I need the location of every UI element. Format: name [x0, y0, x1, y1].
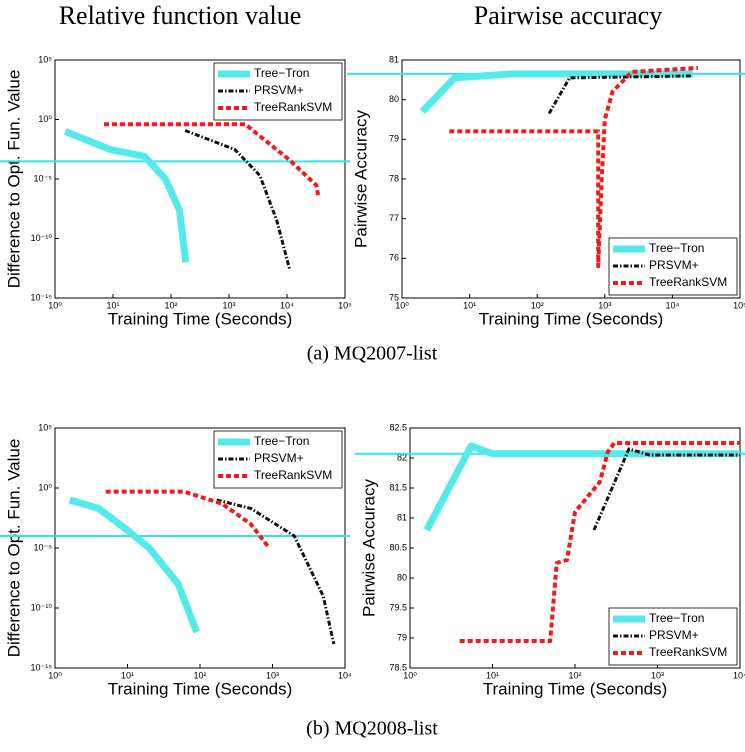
x-tick-label: 10⁰ — [48, 300, 62, 310]
legend-label: PRSVM+ — [254, 451, 304, 465]
x-tick-label: 10⁴ — [338, 670, 352, 680]
y-tick-label: 76 — [389, 253, 399, 263]
y-tick-label: 75 — [389, 292, 399, 302]
x-axis-label: Training Time (Seconds) — [108, 309, 293, 328]
series-line — [68, 496, 200, 634]
x-tick-label: 10⁴ — [733, 670, 745, 680]
legend-label: PRSVM+ — [649, 258, 699, 272]
series-line — [216, 498, 336, 645]
legend-label: Tree−Tron — [649, 611, 704, 625]
series-line — [547, 74, 693, 115]
y-axis-label: Pairwise Accuracy — [359, 479, 378, 617]
legend-label: PRSVM+ — [649, 628, 699, 642]
series-line — [184, 129, 291, 269]
x-tick-label: 10¹ — [486, 670, 499, 680]
y-tick-label: 77 — [389, 213, 399, 223]
x-tick-label: 10⁵ — [733, 300, 745, 310]
y-tick-label: 10⁻¹⁵ — [31, 292, 53, 302]
column-title: Relative function value — [59, 1, 302, 30]
x-tick-label: 10² — [531, 300, 544, 310]
legend-label: Tree−Tron — [254, 434, 309, 448]
y-tick-label: 79 — [397, 632, 407, 642]
x-tick-label: 10³ — [651, 670, 664, 680]
x-tick-label: 10¹ — [463, 300, 476, 310]
column-title: Pairwise accuracy — [474, 1, 662, 30]
y-axis-label: Pairwise Accuracy — [351, 110, 370, 248]
y-axis-label: Difference to Opt. Fun. Value — [4, 70, 23, 289]
x-tick-label: 10² — [164, 300, 177, 310]
y-tick-label: 10⁻¹⁵ — [31, 662, 53, 672]
y-tick-label: 80 — [397, 572, 407, 582]
x-tick-label: 10³ — [598, 300, 611, 310]
x-tick-label: 10⁰ — [48, 670, 62, 680]
y-tick-label: 10⁵ — [38, 54, 52, 64]
x-tick-label: 10² — [568, 670, 581, 680]
series-line — [63, 128, 190, 263]
y-tick-label: 10⁻⁵ — [34, 173, 53, 183]
x-tick-label: 10¹ — [106, 300, 119, 310]
x-tick-label: 10³ — [266, 670, 279, 680]
y-tick-label: 10⁵ — [38, 422, 52, 432]
series-line — [449, 65, 699, 269]
x-tick-label: 10⁴ — [665, 300, 679, 310]
y-tick-label: 10⁰ — [38, 114, 52, 124]
y-tick-label: 78.5 — [389, 662, 407, 672]
y-tick-label: 80 — [389, 94, 399, 104]
y-tick-label: 78 — [389, 173, 399, 183]
y-tick-label: 10⁻¹⁰ — [31, 602, 53, 612]
series-line — [105, 489, 271, 550]
y-tick-label: 81 — [397, 512, 407, 522]
x-tick-label: 10⁵ — [338, 300, 352, 310]
series-line — [419, 70, 693, 115]
x-tick-label: 10¹ — [121, 670, 134, 680]
legend-label: TreeRankSVM — [649, 275, 727, 289]
legend-label: TreeRankSVM — [649, 645, 727, 659]
x-tick-label: 10² — [193, 670, 206, 680]
y-tick-label: 10⁰ — [38, 482, 52, 492]
y-tick-label: 10⁻¹⁰ — [31, 233, 53, 243]
series-line — [423, 442, 740, 532]
x-axis-label: Training Time (Seconds) — [108, 679, 293, 698]
x-axis-label: Training Time (Seconds) — [483, 679, 668, 698]
y-tick-label: 10⁻⁵ — [34, 542, 53, 552]
legend-label: TreeRankSVM — [254, 468, 332, 482]
y-tick-label: 79.5 — [389, 602, 407, 612]
legend-label: Tree−Tron — [649, 241, 704, 255]
x-tick-label: 10⁰ — [395, 300, 409, 310]
y-tick-label: 80.5 — [389, 542, 407, 552]
legend-label: TreeRankSVM — [254, 100, 332, 114]
x-tick-label: 10⁰ — [403, 670, 417, 680]
y-tick-label: 82.5 — [389, 422, 407, 432]
caption: (b) MQ2008-list — [306, 718, 438, 740]
series-line — [459, 441, 740, 643]
x-tick-label: 10³ — [222, 300, 235, 310]
legend-label: Tree−Tron — [254, 66, 309, 80]
series-line — [592, 447, 740, 531]
legend-label: PRSVM+ — [254, 83, 304, 97]
y-tick-label: 81.5 — [389, 482, 407, 492]
y-tick-label: 79 — [389, 134, 399, 144]
y-axis-label: Difference to Opt. Fun. Value — [4, 439, 23, 658]
y-tick-label: 82 — [397, 452, 407, 462]
x-tick-label: 10⁴ — [280, 300, 294, 310]
y-tick-label: 81 — [389, 54, 399, 64]
caption: (a) MQ2007-list — [307, 343, 438, 365]
x-axis-label: Training Time (Seconds) — [479, 309, 664, 328]
